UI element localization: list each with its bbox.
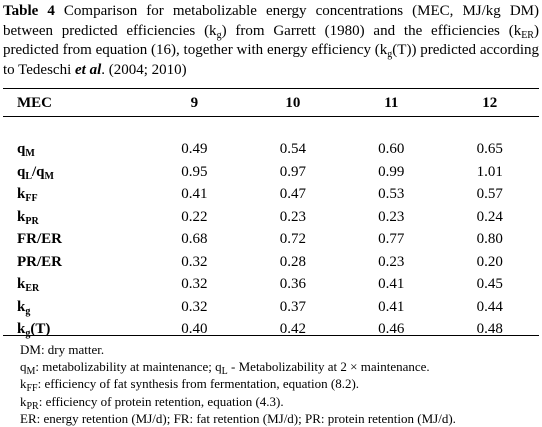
note-line: DM: dry matter. xyxy=(20,342,105,357)
row-label: PR/ER xyxy=(17,253,62,270)
table-cell: 0.28 xyxy=(279,253,306,270)
table-cell: 0.95 xyxy=(181,163,208,180)
caption-label: Table 4 xyxy=(3,3,55,19)
table-cell: 0.97 xyxy=(279,163,306,180)
table-cell: 0.42 xyxy=(279,321,306,338)
table-cell: 0.41 xyxy=(378,298,405,315)
table-row: FR/ER 0.68 0.72 0.77 0.80 xyxy=(3,229,539,252)
table-cell: 0.44 xyxy=(476,298,503,315)
table-cell: 0.49 xyxy=(181,141,208,158)
table-cell: 0.23 xyxy=(378,208,405,225)
note-line: ER: energy retention (MJ/d); FR: fat ret… xyxy=(20,410,456,426)
row-label: qM xyxy=(17,141,35,160)
caption-text: (T)) predicted according to Tedeschi xyxy=(3,42,539,78)
table-notes: DM: dry matter. qM: metabolizability at m… xyxy=(20,341,540,427)
table-cell: 0.32 xyxy=(181,298,208,315)
table-cell: 0.80 xyxy=(476,231,503,248)
header-cell: 10 xyxy=(285,94,301,111)
table-caption: Table 4 Comparison for metabolizable ene… xyxy=(3,2,539,80)
table-cell: 0.65 xyxy=(476,141,503,158)
table-cell: 0.99 xyxy=(378,163,405,180)
table-top-rule xyxy=(3,88,539,89)
row-label: kg(T) xyxy=(17,321,51,340)
table-cell: 0.22 xyxy=(181,208,208,225)
header-cell: 9 xyxy=(190,94,199,111)
row-label: kFF xyxy=(17,186,38,205)
table-cell: 0.48 xyxy=(476,321,503,338)
table-cell: 0.57 xyxy=(476,186,503,203)
header-cell: 12 xyxy=(482,94,498,111)
caption-sub: g xyxy=(216,29,222,41)
row-label: kPR xyxy=(17,208,39,227)
table-row: PR/ER 0.32 0.28 0.23 0.20 xyxy=(3,251,539,274)
table-cell: 1.01 xyxy=(476,163,503,180)
caption-text: ) predicted from equation (16), together… xyxy=(3,22,539,59)
table-cell: 0.46 xyxy=(378,321,405,338)
table-cell: 0.53 xyxy=(378,186,405,203)
table-cell: 0.36 xyxy=(279,276,306,293)
table-row: kg 0.32 0.37 0.41 0.44 xyxy=(3,296,539,319)
table-header-row: MEC 9 10 11 12 xyxy=(3,90,539,116)
table-cell: 0.24 xyxy=(476,208,503,225)
row-label: kg xyxy=(17,298,31,317)
table-cell: 0.41 xyxy=(181,186,208,203)
table-row: kg(T) 0.40 0.42 0.46 0.48 xyxy=(3,319,539,342)
row-label: FR/ER xyxy=(17,231,62,248)
table-cell: 0.32 xyxy=(181,276,208,293)
table-spacer xyxy=(3,116,539,139)
table-cell: 0.37 xyxy=(279,298,306,315)
table-cell: 0.40 xyxy=(181,321,208,338)
table-cell: 0.23 xyxy=(378,253,405,270)
table-cell: 0.45 xyxy=(476,276,503,293)
caption-text: ) from Garrett (1980) and the efficienci… xyxy=(221,22,522,39)
table-cell: 0.41 xyxy=(378,276,405,293)
table-row: kPR 0.22 0.23 0.23 0.24 xyxy=(3,206,539,229)
table-cell: 0.68 xyxy=(181,231,208,248)
header-cell: MEC xyxy=(17,94,52,111)
row-label: qL/qM xyxy=(17,163,54,182)
header-rule xyxy=(3,116,539,117)
table-bottom-rule xyxy=(3,335,539,336)
table-cell: 0.23 xyxy=(279,208,306,225)
note-line: kPR: efficiency of protein retention, eq… xyxy=(20,393,284,412)
table-cell: 0.54 xyxy=(279,141,306,158)
table-cell: 0.77 xyxy=(378,231,405,248)
note-line: kFF: efficiency of fat synthesis from fe… xyxy=(20,376,360,395)
note-line: qM: metabolizability at maintenance; qL … xyxy=(20,359,430,378)
table-cell: 0.47 xyxy=(279,186,306,203)
table-cell: 0.20 xyxy=(476,253,503,270)
caption-sub: ER xyxy=(521,29,534,41)
table-cell: 0.72 xyxy=(279,231,306,248)
table-row: qL/qM 0.95 0.97 0.99 1.01 xyxy=(3,161,539,184)
row-label: kER xyxy=(17,276,40,295)
table-row: kER 0.32 0.36 0.41 0.45 xyxy=(3,274,539,297)
table-body: qM 0.49 0.54 0.60 0.65 qL/qM 0.95 0.97 0.99 1.01 k… xyxy=(3,116,539,341)
data-table: MEC 9 10 11 12 qM 0.49 0.54 0.60 0.65 qL/qM 0.… xyxy=(3,90,539,341)
caption-text: . (2004; 2010) xyxy=(101,61,187,78)
table-cell: 0.32 xyxy=(181,253,208,270)
caption-sub: g xyxy=(387,49,393,60)
header-cell: 11 xyxy=(384,94,399,111)
table-row: qM 0.49 0.54 0.60 0.65 xyxy=(3,139,539,162)
caption-text: Comparison for metabolizable energy conc… xyxy=(3,3,539,39)
table-cell: 0.60 xyxy=(378,141,405,158)
table-row: kFF 0.41 0.47 0.53 0.57 xyxy=(3,184,539,207)
caption-et-al: et al xyxy=(75,61,102,78)
